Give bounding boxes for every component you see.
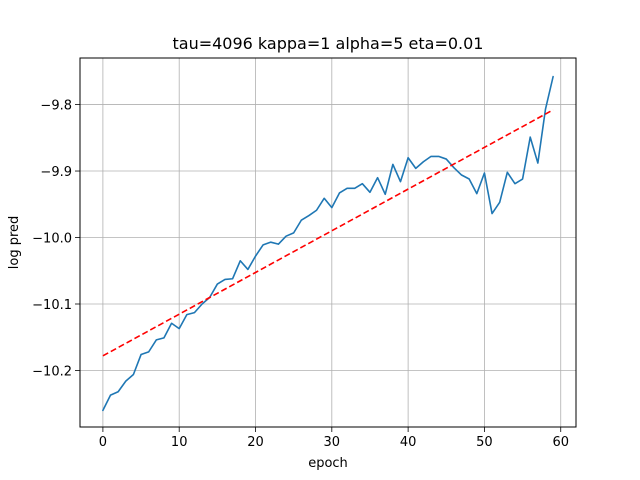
x-tick-label: 0: [99, 435, 107, 450]
x-axis-label: epoch: [308, 456, 348, 471]
axis-ticks: 0 10 20 30 40 50 60 −10.2 −10.1 −10.0 −9.9 −9.8: [32, 99, 569, 450]
x-tick-label: 30: [324, 435, 341, 450]
x-tick-label: 60: [552, 435, 569, 450]
plot-series: [102, 75, 554, 412]
x-tick-label: 40: [400, 435, 417, 450]
y-tick-label: −10.1: [32, 298, 72, 313]
plot-frame: [79, 57, 577, 428]
data-line: [102, 75, 554, 412]
x-tick-label: 10: [171, 435, 188, 450]
x-tick-label: 50: [476, 435, 493, 450]
grid: [80, 58, 576, 427]
y-tick-label: −9.9: [40, 165, 72, 180]
y-tick-label: −9.8: [40, 99, 72, 114]
chart-title: tau=4096 kappa=1 alpha=5 eta=0.01: [173, 34, 484, 53]
x-tick-label: 20: [247, 435, 264, 450]
y-tick-label: −10.2: [32, 364, 72, 379]
y-tick-label: −10.0: [32, 232, 72, 247]
trend-line: [102, 109, 554, 357]
y-axis-label: log pred: [7, 216, 22, 270]
